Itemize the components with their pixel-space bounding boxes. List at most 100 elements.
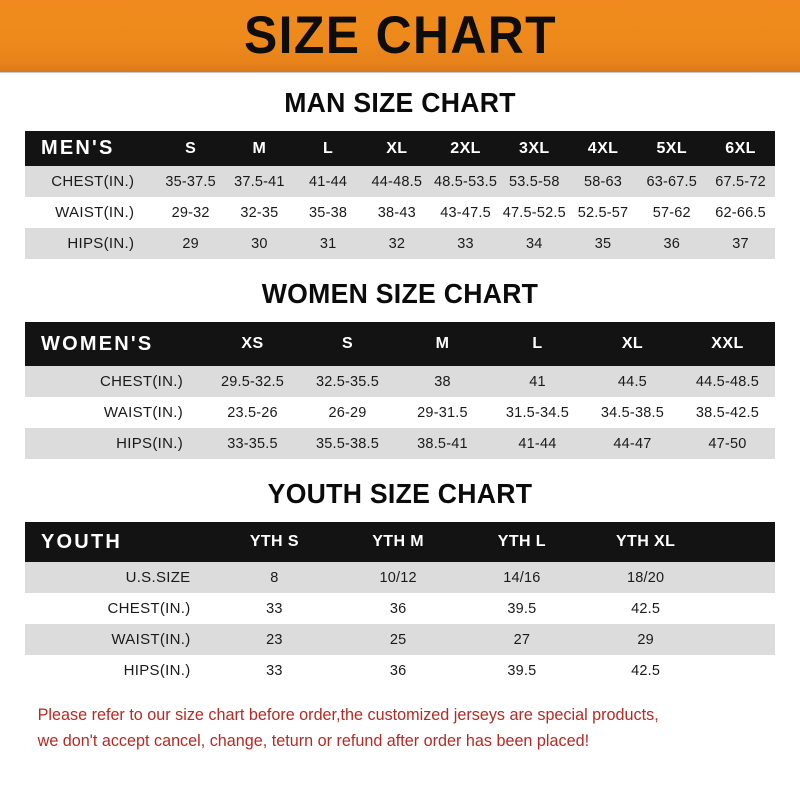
women-header-size-2: M [435, 335, 450, 352]
youth-row-2-cell-2: 27 [513, 631, 531, 648]
women-section-title: WOMEN SIZE CHART [261, 278, 539, 309]
man-row-1-cell-2: 35-38 [309, 204, 348, 221]
youth-row-2-cell-3: 29 [637, 631, 654, 648]
man-header-size-0: S [185, 139, 197, 157]
table-header-row: WOMEN'S XS S M L XL XXL [25, 322, 775, 366]
man-header-label: MEN'S [41, 137, 115, 159]
youth-row-0-spacer [708, 562, 776, 593]
man-header-size-5: 3XL [519, 139, 550, 157]
man-row-2-cell-8: 37 [732, 235, 749, 252]
youth-row-1-spacer [708, 593, 776, 624]
man-section-title: MAN SIZE CHART [284, 87, 516, 118]
youth-row-0-cell-2: 14/16 [503, 569, 541, 586]
women-table-body: CHEST(IN.) 29.5-32.5 32.5-35.5 38 41 44.… [25, 366, 775, 459]
women-size-table: WOMEN'S XS S M L XL XXL CHEST(IN.) 29.5-… [25, 322, 775, 459]
women-row-0-cell-1: 32.5-35.5 [315, 373, 380, 390]
man-row-2-cell-7: 36 [663, 235, 681, 252]
youth-row-0-cell-1: 10/12 [379, 569, 417, 586]
man-row-1-cell-4: 43-47.5 [440, 204, 491, 221]
women-row-2-cell-1: 35.5-38.5 [315, 435, 380, 452]
women-table-header: WOMEN'S XS S M L XL XXL [25, 322, 775, 366]
table-row: WAIST(IN.) 23 25 27 29 [25, 624, 775, 655]
man-row-0-cell-0: 35-37.5 [165, 173, 216, 190]
youth-header-size-0: YTH S [249, 533, 299, 550]
table-header-row: YOUTH YTH S YTH M YTH L YTH XL [25, 522, 775, 562]
youth-row-0-cell-0: 8 [270, 569, 279, 586]
man-header-size-6: 4XL [587, 139, 619, 157]
man-row-1-cell-8: 62-66.5 [715, 204, 766, 221]
man-size-table: MEN'S S M L XL 2XL 3XL 4XL 5XL 6XL CHEST… [25, 131, 775, 259]
man-row-0-cell-2: 41-44 [309, 173, 348, 190]
man-row-0-cell-8: 67.5-72 [715, 173, 766, 190]
youth-row-3-spacer [708, 655, 776, 686]
youth-size-table: YOUTH YTH S YTH M YTH L YTH XL U.S.SIZE … [25, 522, 775, 686]
man-table-wrapper: MEN'S S M L XL 2XL 3XL 4XL 5XL 6XL CHEST… [25, 131, 775, 259]
women-header-size-5: XXL [711, 335, 744, 352]
man-row-2-cell-3: 32 [388, 235, 406, 252]
youth-row-1-cell-1: 36 [389, 600, 407, 617]
youth-row-3-label: HIPS(IN.) [123, 662, 191, 679]
youth-section-title: YOUTH SIZE CHART [267, 478, 533, 509]
women-row-0-label: CHEST(IN.) [100, 373, 184, 390]
man-row-2-cell-1: 30 [251, 235, 268, 252]
youth-row-2-spacer [708, 624, 776, 655]
youth-row-3-cell-2: 39.5 [507, 662, 537, 679]
table-header-row: MEN'S S M L XL 2XL 3XL 4XL 5XL 6XL [25, 131, 775, 166]
man-row-0-cell-6: 58-63 [583, 173, 623, 190]
man-row-1-label: WAIST(IN.) [55, 204, 135, 221]
youth-row-1-cell-0: 33 [266, 600, 283, 617]
women-row-0-cell-0: 29.5-32.5 [220, 373, 285, 390]
youth-table-wrapper: YOUTH YTH S YTH M YTH L YTH XL U.S.SIZE … [25, 522, 775, 686]
man-header-size-3: XL [386, 139, 408, 157]
women-row-1-cell-5: 38.5-42.5 [695, 404, 759, 421]
women-table-wrapper: WOMEN'S XS S M L XL XXL CHEST(IN.) 29.5-… [25, 322, 775, 459]
women-row-1-cell-2: 29-31.5 [417, 404, 468, 421]
man-row-0-cell-5: 53.5-58 [509, 173, 560, 190]
policy-note-line-1: Please refer to our size chart before or… [37, 706, 659, 724]
women-row-1-label: WAIST(IN.) [103, 404, 184, 421]
youth-row-3-cell-3: 42.5 [631, 662, 661, 679]
youth-row-1-cell-3: 42.5 [631, 600, 661, 617]
youth-header-spacer [708, 522, 776, 562]
youth-table-body: U.S.SIZE 8 10/12 14/16 18/20 CHEST(IN.) … [25, 562, 775, 686]
table-row: WAIST(IN.) 23.5-26 26-29 29-31.5 31.5-34… [25, 397, 775, 428]
youth-row-0-label: U.S.SIZE [125, 569, 191, 586]
women-row-0-cell-4: 44.5 [617, 373, 647, 390]
women-row-2-cell-4: 44-47 [613, 435, 652, 452]
youth-row-1-label: CHEST(IN.) [107, 600, 191, 617]
table-row: U.S.SIZE 8 10/12 14/16 18/20 [25, 562, 775, 593]
table-row: HIPS(IN.) 29 30 31 32 33 34 35 36 37 [25, 228, 775, 259]
table-row: HIPS(IN.) 33-35.5 35.5-38.5 38.5-41 41-4… [25, 428, 775, 459]
page-banner: SIZE CHART [0, 0, 800, 73]
policy-note-line-2: we don't accept cancel, change, teturn o… [37, 732, 590, 751]
man-table-header: MEN'S S M L XL 2XL 3XL 4XL 5XL 6XL [25, 131, 775, 166]
man-row-1-cell-7: 57-62 [652, 204, 691, 221]
women-row-2-cell-0: 33-35.5 [227, 435, 278, 452]
youth-header-size-1: YTH M [372, 533, 425, 550]
women-row-2-cell-5: 47-50 [708, 435, 747, 452]
youth-row-2-label: WAIST(IN.) [111, 631, 191, 648]
women-row-2-cell-2: 38.5-41 [417, 435, 468, 452]
man-row-1-cell-6: 52.5-57 [577, 204, 629, 221]
table-row: CHEST(IN.) 29.5-32.5 32.5-35.5 38 41 44.… [25, 366, 775, 397]
youth-header-label: YOUTH [41, 530, 122, 553]
man-row-0-cell-3: 44-48.5 [371, 173, 423, 190]
youth-header-size-3: YTH XL [615, 533, 676, 550]
man-header-size-1: M [252, 139, 267, 157]
women-header-size-0: XS [241, 335, 264, 352]
youth-row-0-cell-3: 18/20 [626, 569, 665, 586]
youth-header-size-2: YTH L [497, 533, 546, 550]
women-row-1-cell-1: 26-29 [328, 404, 367, 421]
women-header-label: WOMEN'S [41, 332, 154, 355]
youth-row-1-cell-2: 39.5 [507, 600, 537, 617]
women-row-0-cell-5: 44.5-48.5 [695, 373, 759, 390]
man-row-1-cell-3: 38-43 [377, 204, 416, 221]
man-header-size-4: 2XL [450, 139, 481, 157]
women-row-1-cell-3: 31.5-34.5 [505, 404, 569, 421]
man-row-1-cell-1: 32-35 [240, 204, 279, 221]
man-header-size-7: 5XL [656, 139, 688, 157]
man-row-2-cell-5: 34 [526, 235, 543, 252]
man-row-2-label: HIPS(IN.) [67, 235, 135, 252]
man-row-0-label: CHEST(IN.) [51, 173, 135, 190]
